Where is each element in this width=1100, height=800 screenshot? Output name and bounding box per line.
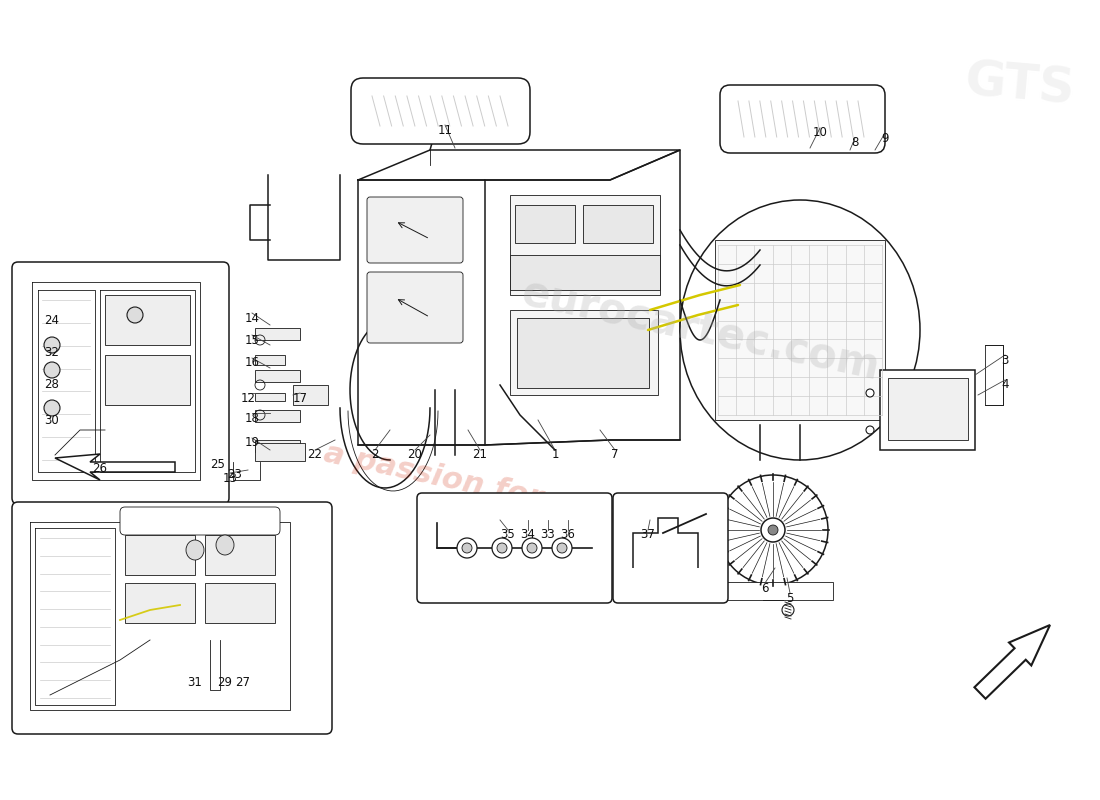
FancyBboxPatch shape [417, 493, 612, 603]
Polygon shape [55, 454, 175, 480]
Text: 12: 12 [241, 391, 255, 405]
Circle shape [492, 538, 512, 558]
Circle shape [44, 337, 60, 353]
Circle shape [522, 538, 542, 558]
Bar [255, 393, 285, 401]
Text: 11: 11 [438, 123, 452, 137]
Bar [205, 535, 275, 575]
Text: 24: 24 [44, 314, 59, 326]
Text: 2: 2 [372, 449, 378, 462]
Text: 20: 20 [408, 449, 422, 462]
Text: 14: 14 [244, 311, 260, 325]
Polygon shape [975, 625, 1050, 698]
Circle shape [44, 400, 60, 416]
Circle shape [552, 538, 572, 558]
Text: 15: 15 [244, 334, 260, 346]
Bar [510, 255, 660, 290]
Text: 13: 13 [222, 471, 238, 485]
Text: 37: 37 [640, 529, 656, 542]
Bar [517, 318, 649, 388]
Bar [293, 385, 328, 405]
Text: 35: 35 [500, 529, 516, 542]
Text: 36: 36 [561, 529, 575, 542]
Text: 3: 3 [1001, 354, 1009, 366]
Bar [104, 295, 190, 345]
Text: 4: 4 [1001, 378, 1009, 391]
Ellipse shape [186, 540, 204, 560]
Text: 30: 30 [45, 414, 59, 426]
Bar [125, 583, 195, 623]
FancyBboxPatch shape [367, 197, 463, 263]
Circle shape [761, 518, 785, 542]
Circle shape [866, 426, 874, 434]
Text: 16: 16 [244, 357, 260, 370]
FancyBboxPatch shape [12, 502, 332, 734]
Text: 8: 8 [851, 137, 859, 150]
Text: 29: 29 [218, 677, 232, 690]
Bar [713, 582, 833, 600]
Circle shape [44, 362, 60, 378]
Circle shape [527, 543, 537, 553]
FancyBboxPatch shape [12, 262, 229, 504]
Circle shape [126, 307, 143, 323]
FancyBboxPatch shape [367, 272, 463, 343]
Text: 32: 32 [45, 346, 59, 358]
Bar [125, 535, 195, 575]
Bar [984, 345, 1003, 405]
Bar [583, 205, 653, 243]
Text: GTS: GTS [962, 56, 1077, 114]
FancyBboxPatch shape [720, 85, 886, 153]
Text: 1: 1 [551, 449, 559, 462]
Bar [880, 370, 975, 450]
Circle shape [456, 538, 477, 558]
Text: 31: 31 [188, 677, 202, 690]
Bar [255, 410, 300, 422]
Circle shape [866, 389, 874, 397]
Bar [510, 310, 658, 395]
Bar [255, 328, 300, 340]
Text: eurocartec.com: eurocartec.com [517, 271, 883, 389]
Text: 5: 5 [786, 591, 794, 605]
Circle shape [462, 543, 472, 553]
Text: 21: 21 [473, 449, 487, 462]
Text: 27: 27 [235, 677, 251, 690]
Bar [888, 378, 968, 440]
FancyBboxPatch shape [351, 78, 530, 144]
Bar [255, 443, 305, 461]
Circle shape [497, 543, 507, 553]
Bar [515, 205, 575, 243]
Text: 33: 33 [540, 529, 556, 542]
Text: 28: 28 [45, 378, 59, 391]
Text: 7: 7 [612, 449, 618, 462]
Text: 19: 19 [244, 437, 260, 450]
Text: a passion for parts...: a passion for parts... [321, 438, 679, 542]
Circle shape [768, 525, 778, 535]
Text: 6: 6 [761, 582, 769, 594]
Text: 17: 17 [293, 391, 308, 405]
Bar [255, 440, 300, 452]
Text: 26: 26 [92, 462, 108, 474]
Circle shape [782, 604, 794, 616]
FancyBboxPatch shape [613, 493, 728, 603]
Ellipse shape [680, 200, 920, 460]
FancyBboxPatch shape [120, 507, 280, 535]
Text: 18: 18 [244, 411, 260, 425]
Bar [104, 355, 190, 405]
Circle shape [718, 475, 828, 585]
Bar [255, 355, 285, 365]
Text: 25: 25 [210, 458, 225, 471]
Text: 9: 9 [881, 131, 889, 145]
Text: 34: 34 [520, 529, 536, 542]
Text: 10: 10 [813, 126, 827, 139]
Circle shape [557, 543, 566, 553]
Text: 23: 23 [228, 469, 242, 482]
Bar [205, 583, 275, 623]
Bar [715, 240, 886, 420]
Ellipse shape [216, 535, 234, 555]
Text: 22: 22 [308, 449, 322, 462]
Bar [255, 370, 300, 382]
Bar [510, 195, 660, 295]
